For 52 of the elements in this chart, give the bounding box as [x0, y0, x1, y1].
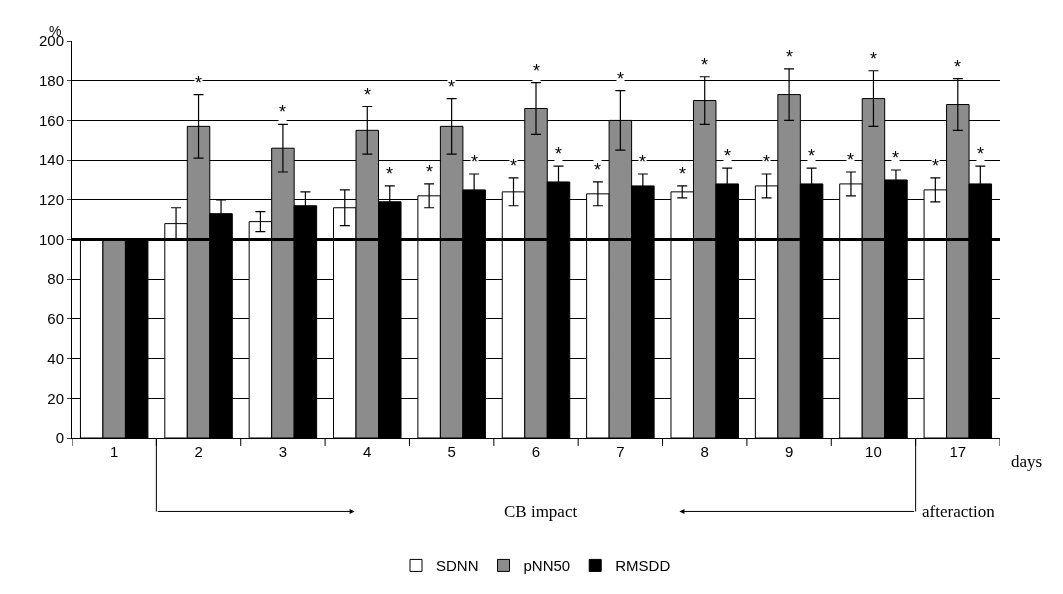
x-tick-label: 4	[363, 443, 372, 460]
y-tick-label: 180	[38, 71, 64, 89]
x-tick-label: 7	[616, 443, 625, 460]
y-tick-label: 160	[38, 111, 64, 129]
data-label: *	[847, 150, 855, 170]
data-label: *	[364, 85, 372, 105]
data-label: *	[594, 160, 602, 180]
data-label: *	[555, 144, 563, 164]
y-tick-label: 40	[47, 349, 64, 367]
y-tick-label: 100	[38, 230, 64, 248]
y-tick-label: 20	[47, 389, 64, 407]
data-label: *	[808, 146, 816, 166]
text: afteraction	[922, 502, 996, 521]
x-tick-label: 6	[531, 443, 541, 460]
data-label: *	[679, 164, 687, 184]
legend-label: SDNN	[436, 557, 479, 575]
x-tick-label: 10	[865, 443, 882, 460]
data-label: *	[617, 69, 625, 89]
x-tick-label: 3	[278, 443, 288, 460]
data-label: *	[448, 77, 456, 97]
data-label: *	[892, 148, 900, 168]
data-label: *	[954, 57, 962, 77]
x-tick-label: 9	[784, 443, 794, 460]
data-label: *	[386, 164, 394, 184]
data-label: *	[977, 144, 985, 164]
x-tick-label: 17	[949, 443, 967, 460]
data-label: *	[786, 47, 794, 67]
data-label: *	[932, 156, 940, 176]
data-label: *	[870, 49, 878, 69]
data-label: *	[763, 152, 771, 172]
y-tick-label: 120	[38, 191, 64, 209]
data-label: *	[510, 156, 518, 176]
y-tick-label: 0	[55, 429, 64, 447]
data-label: *	[279, 102, 287, 122]
x-axis-title: days	[1011, 452, 1043, 471]
y-tick-label: 60	[47, 310, 64, 328]
text: CB impact	[504, 502, 578, 521]
data-label: *	[639, 152, 647, 172]
x-tick-label: 8	[700, 443, 709, 460]
x-tick-label: 5	[447, 443, 456, 460]
y-tick-label: 80	[47, 270, 64, 288]
data-label: *	[195, 73, 203, 93]
data-label: *	[426, 162, 434, 182]
data-label: *	[701, 55, 709, 75]
legend-label: RMSDD	[615, 557, 671, 575]
data-label: *	[471, 152, 479, 172]
y-tick-label: 140	[38, 151, 64, 169]
x-tick-label: 2	[194, 443, 203, 460]
x-tick-label: 1	[110, 443, 119, 460]
legend-label: pNN50	[523, 557, 571, 575]
data-label: *	[724, 146, 732, 166]
data-label: *	[533, 61, 541, 81]
